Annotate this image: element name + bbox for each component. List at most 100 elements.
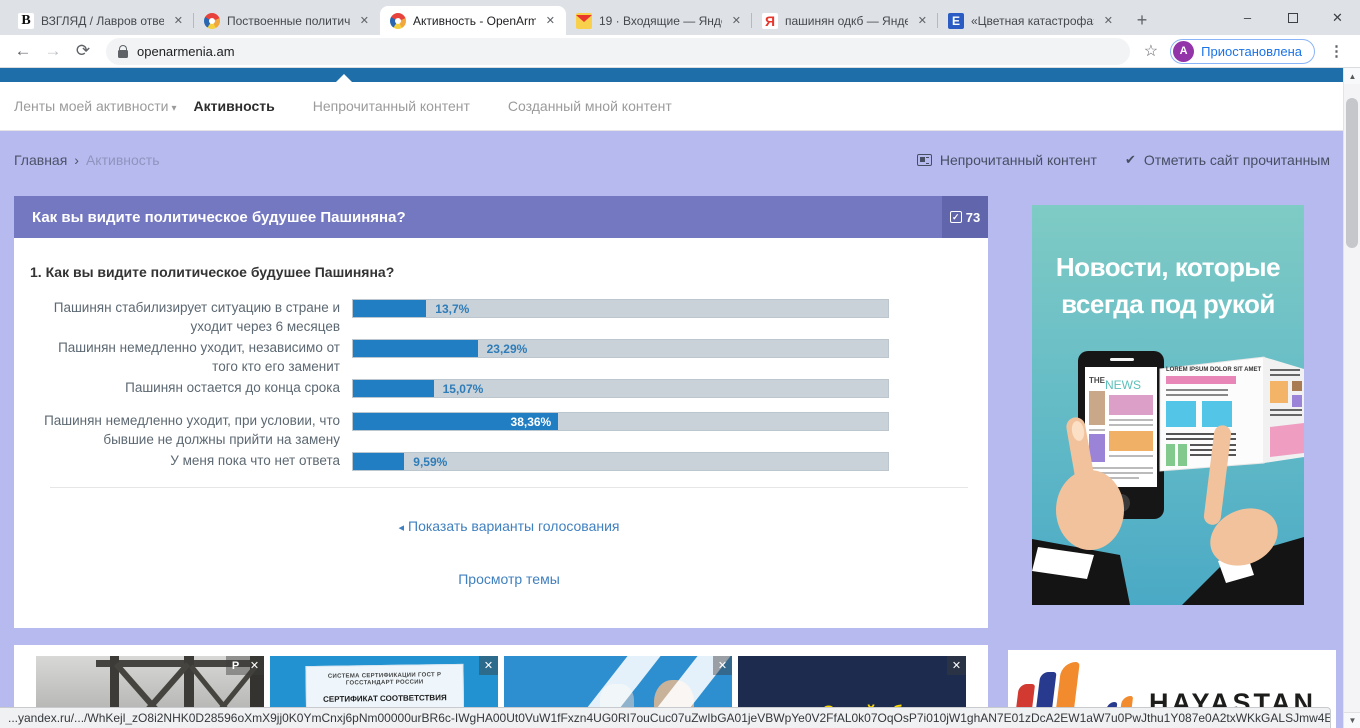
restore-button[interactable] — [1270, 0, 1315, 35]
breadcrumb-row: Главная › Активность Непрочитанный конте… — [0, 131, 1360, 189]
tab-close-icon[interactable]: ✕ — [359, 15, 369, 27]
svg-text:LOREM IPSUM DOLOR SIT AMET: LOREM IPSUM DOLOR SIT AMET — [1166, 367, 1261, 373]
poll-percent-label: 15,07% — [442, 381, 484, 396]
triangle-left-icon: ◂ — [398, 522, 405, 534]
poll-bar-track: 23,29% — [352, 339, 889, 358]
browser-menu-icon[interactable]: ⋮ — [1329, 43, 1344, 60]
tab-vzglyad[interactable]: В ВЗГЛЯД / Лавров отве ✕ — [8, 6, 194, 35]
unread-content-link[interactable]: Непрочитанный контент — [916, 152, 1097, 168]
profile-chip[interactable]: A Приостановлена — [1170, 38, 1315, 64]
newspaper-icon — [916, 154, 932, 166]
view-topic-link[interactable]: Просмотр темы — [458, 571, 560, 587]
poll-bar-track: 38,36% — [352, 412, 889, 431]
subnav-unread-content[interactable]: Непрочитанный контент — [312, 98, 470, 114]
back-button[interactable]: ← — [14, 41, 32, 60]
tab-title: ВЗГЛЯД / Лавров отве — [41, 13, 164, 28]
subnav-my-activity-streams[interactable]: Ленты моей активности ▾ — [14, 98, 177, 114]
poll-vote-count: ✓ 73 — [942, 196, 988, 238]
show-vote-options-link[interactable]: ◂ Показать варианты голосования — [398, 518, 620, 534]
poll-title: Как вы видите политическое будушее Пашин… — [32, 208, 406, 226]
scroll-down-arrow-icon[interactable]: ▼ — [1344, 712, 1360, 728]
lock-icon[interactable] — [118, 44, 128, 58]
poll-bar-fill: 13,7% — [353, 300, 469, 317]
mark-site-read-link[interactable]: ✔ Отметить сайт прочитанным — [1124, 152, 1330, 168]
browser-toolbar: ← → ⟳ openarmenia.am ☆ A Приостановлена … — [0, 35, 1360, 68]
poll-bar-fill: 15,07% — [353, 380, 483, 397]
eadaily-favicon-icon: E — [948, 12, 964, 29]
profile-status-label: Приостановлена — [1201, 43, 1302, 59]
ad-close-icon[interactable]: ✕ — [713, 656, 732, 675]
tab-postwar-politics[interactable]: Поствоенные политич ✕ — [194, 6, 380, 35]
poll-bar-fill: 23,29% — [353, 340, 527, 357]
openarmenia-favicon-icon — [390, 12, 406, 29]
poll-results-chart: Пашинян стабилизирует ситуацию в стране … — [30, 298, 988, 471]
poll-option-label: Пашинян немедленно уходит, при условии, … — [44, 413, 340, 447]
avatar: A — [1173, 40, 1195, 62]
vertical-scrollbar[interactable]: ▲ ▼ — [1343, 68, 1360, 728]
poll-percent-label: 23,29% — [486, 341, 528, 356]
sidebar-ad-banner[interactable]: THE NEWS LOREM IPSUM DOLOR SIT AMET — [1032, 205, 1304, 605]
tab-close-icon[interactable]: ✕ — [731, 15, 741, 27]
chevron-down-icon: ▾ — [171, 103, 177, 114]
poll-bar-track: 15,07% — [352, 379, 889, 398]
breadcrumb-home[interactable]: Главная — [14, 152, 68, 168]
tab-close-icon[interactable]: ✕ — [173, 15, 183, 27]
poll-bar-track: 9,59% — [352, 452, 889, 471]
ad-info-badge[interactable]: Р — [226, 656, 245, 675]
poll-percent-label: 9,59% — [413, 454, 448, 469]
reload-button[interactable]: ⟳ — [75, 41, 91, 60]
tab-title: Активность - OpenArm — [413, 13, 536, 28]
quick-links: Непрочитанный контент ✔ Отметить сайт пр… — [916, 152, 1330, 168]
check-icon: ✔ — [1124, 152, 1136, 167]
poll-bar-track: 13,7% — [352, 299, 889, 318]
tab-strip: В ВЗГЛЯД / Лавров отве ✕ Поствоенные пол… — [0, 0, 1360, 35]
site-header-bar — [0, 68, 1360, 82]
active-nav-notch — [336, 74, 352, 82]
tab-close-icon[interactable]: ✕ — [1103, 15, 1113, 27]
restore-icon — [1287, 12, 1298, 23]
window-controls: – ✕ — [1225, 0, 1360, 35]
tab-yandex-search[interactable]: Я пашинян одкб — Янде ✕ — [752, 6, 938, 35]
scrollbar-thumb[interactable] — [1346, 98, 1358, 248]
minimize-button[interactable]: – — [1243, 10, 1252, 25]
tab-title: «Цветная катастрофа» — [971, 13, 1094, 28]
subnav-activity[interactable]: Активность — [193, 98, 275, 114]
close-window-button[interactable]: ✕ — [1332, 9, 1343, 25]
ad-close-icon[interactable]: ✕ — [479, 656, 498, 675]
poll-bar-fill: 9,59% — [353, 453, 447, 470]
tab-title: 19 · Входящие — Янде — [599, 13, 722, 28]
bookmark-star-icon[interactable]: ☆ — [1143, 43, 1159, 60]
yandex-mail-favicon-icon — [576, 12, 592, 29]
poll-body: 1. Как вы видите политическое будушее Па… — [14, 238, 988, 587]
poll-header[interactable]: Как вы видите политическое будушее Пашин… — [14, 196, 988, 238]
poll-option-label: Пашинян остается до конца срока — [125, 380, 340, 395]
address-bar[interactable]: openarmenia.am — [106, 37, 1130, 65]
poll-bar-fill: 38,36% — [353, 413, 559, 430]
subnav-my-content[interactable]: Созданный мной контент — [507, 98, 672, 114]
tab-yandex-mail[interactable]: 19 · Входящие — Янде ✕ — [566, 6, 752, 35]
poll-option-row: Пашинян стабилизирует ситуацию в стране … — [30, 298, 889, 336]
checkbox-check-icon: ✓ — [949, 211, 962, 223]
ad-close-icon[interactable]: ✕ — [947, 656, 966, 675]
breadcrumb-separator: › — [74, 152, 79, 168]
sidebar-ad-headline: Новости, которые всегда под рукой — [1055, 252, 1281, 319]
scroll-up-arrow-icon[interactable]: ▲ — [1344, 68, 1360, 84]
tab-title: пашинян одкб — Янде — [785, 13, 908, 28]
ad-close-icon[interactable]: ✕ — [245, 656, 264, 675]
tab-close-icon[interactable]: ✕ — [545, 15, 555, 27]
yandex-favicon-icon: Я — [762, 12, 778, 29]
poll-option-row: Пашинян немедленно уходит, независимо от… — [30, 338, 889, 376]
tab-eadaily[interactable]: E «Цветная катастрофа» ✕ — [938, 6, 1124, 35]
status-bar-url: ...yandex.ru/.../WhKejl_zO8i2NHK0D28596o… — [0, 707, 1331, 728]
svg-text:NEWS: NEWS — [1105, 378, 1141, 392]
tab-close-icon[interactable]: ✕ — [917, 15, 927, 27]
poll-option-label: Пашинян стабилизирует ситуацию в стране … — [53, 300, 340, 334]
poll-percent-label: 38,36% — [510, 414, 552, 429]
tab-title: Поствоенные политич — [227, 13, 350, 28]
new-tab-button[interactable]: + — [1136, 9, 1148, 30]
forward-button[interactable]: → — [44, 41, 62, 60]
url-text[interactable]: openarmenia.am — [137, 43, 235, 59]
poll-question: 1. Как вы видите политическое будушее Па… — [30, 264, 395, 280]
tab-activity-active[interactable]: Активность - OpenArm ✕ — [380, 6, 566, 35]
poll-option-label: У меня пока что нет ответа — [170, 453, 340, 468]
